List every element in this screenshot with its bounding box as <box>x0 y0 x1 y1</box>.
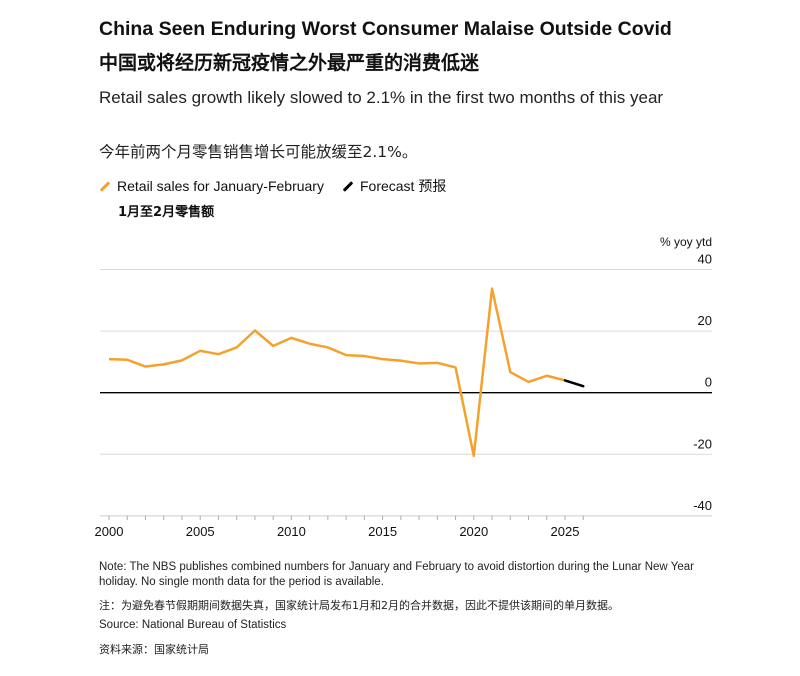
chart-title-cn: 中国或将经历新冠疫情之外最严重的消费低迷 <box>99 52 480 74</box>
y-tick-label: 0 <box>705 375 712 390</box>
x-tick-label: 2010 <box>277 524 306 539</box>
legend-swatch-forecast <box>342 180 354 192</box>
y-tick-label: 40 <box>698 252 712 267</box>
source-text-cn: 资料来源：国家统计局 <box>99 643 209 656</box>
y-axis-label: % yoy ytd <box>660 235 712 249</box>
x-tick-label: 2025 <box>551 524 580 539</box>
legend-label-forecast: Forecast 预报 <box>359 178 447 194</box>
x-tick-label: 2005 <box>186 524 215 539</box>
legend-swatch-actual <box>99 180 111 192</box>
legend: Retail sales for January-February Foreca… <box>99 176 446 196</box>
chart-title: China Seen Enduring Worst Consumer Malai… <box>99 18 672 40</box>
source-text: Source: National Bureau of Statistics <box>99 619 287 631</box>
y-tick-label: -20 <box>693 436 712 451</box>
line-chart: % yoy ytd 40 20 0 -20 -40 2000 2005 2010 2015 2020… <box>95 235 712 539</box>
note-text-cn: 注：为避免春节假期期间数据失真，国家统计局发布1月和2月的合并数据，因此不提供该… <box>99 599 619 612</box>
chart-subtitle-cn: 今年前两个月零售销售增长可能放缓至2.1%。 <box>99 143 418 161</box>
y-tick-label: -40 <box>693 498 712 513</box>
x-tick-label: 2000 <box>95 524 124 539</box>
legend-label-actual: Retail sales for January-February <box>117 178 324 194</box>
chart-subtitle: Retail sales growth likely slowed to 2.1… <box>99 88 664 107</box>
x-tick-label: 2020 <box>459 524 488 539</box>
series-line-forecast <box>563 379 585 388</box>
y-tick-label: 20 <box>698 313 712 328</box>
note-text: Note: The NBS publishes combined numbers… <box>99 561 694 588</box>
x-tick-label: 2015 <box>368 524 397 539</box>
series-line-retail-sales <box>108 287 566 458</box>
legend-label-actual-cn: 1月至2月零售额 <box>118 205 215 220</box>
